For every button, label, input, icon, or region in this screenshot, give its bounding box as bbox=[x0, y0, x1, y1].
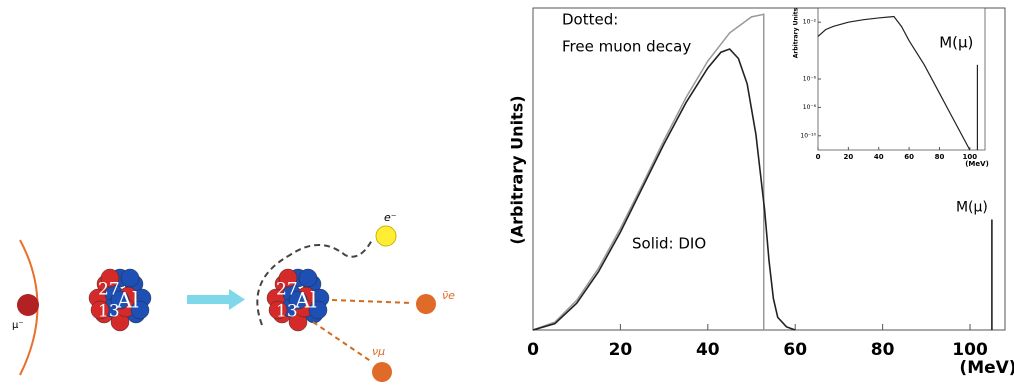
annotation: Solid: DIO bbox=[632, 235, 706, 253]
neutrino bbox=[372, 362, 392, 382]
x-tick-label: 60 bbox=[904, 153, 914, 161]
x-tick-label: 60 bbox=[783, 340, 807, 360]
x-tick-label: 0 bbox=[527, 340, 539, 360]
series-line bbox=[533, 14, 764, 330]
arrow-head bbox=[229, 289, 245, 310]
electron bbox=[376, 226, 396, 246]
x-tick-label: 40 bbox=[874, 153, 884, 161]
y-tick-label: 10⁻² bbox=[803, 19, 817, 26]
y-axis-label: (Arbitrary Units) bbox=[508, 95, 527, 244]
nucleon bbox=[299, 269, 317, 287]
y-tick-label: 10⁻⁸ bbox=[803, 104, 817, 111]
antineutrino-label: ν̄e bbox=[442, 289, 455, 302]
electron-label: e⁻ bbox=[384, 211, 397, 224]
element-symbol: Al bbox=[116, 289, 139, 313]
series-label: M(μ) bbox=[956, 200, 988, 216]
x-tick-label: 40 bbox=[696, 340, 720, 360]
x-tick-label: 20 bbox=[843, 153, 853, 161]
annotation: Free muon decay bbox=[562, 38, 691, 56]
element-symbol: Al bbox=[294, 289, 317, 313]
series-line bbox=[533, 49, 795, 330]
x-tick-label: 100 bbox=[952, 340, 988, 360]
series-label: M(μ) bbox=[939, 33, 973, 51]
muon-label: μ⁻ bbox=[12, 320, 24, 331]
annotation: Dotted: bbox=[562, 11, 618, 29]
x-tick-label: 80 bbox=[935, 153, 945, 161]
antineutrino-path bbox=[332, 300, 412, 303]
nucleon bbox=[121, 269, 139, 287]
x-tick-label: 80 bbox=[871, 340, 895, 360]
diagram: μ⁻ 27 13 Al 27 13 Al e⁻ ν̄e νμ bbox=[12, 211, 455, 382]
x-tick-label: 20 bbox=[609, 340, 633, 360]
arrow bbox=[187, 295, 229, 304]
neutrino-label: νμ bbox=[372, 345, 385, 358]
y-axis-label: Arbitrary Units bbox=[793, 7, 800, 58]
x-tick-label: 0 bbox=[816, 153, 821, 161]
muon bbox=[17, 294, 39, 316]
antineutrino bbox=[416, 294, 436, 314]
inset-background bbox=[818, 8, 985, 150]
y-tick-label: 10⁻¹⁰ bbox=[800, 132, 816, 139]
x-axis-label: (MeV) bbox=[965, 160, 989, 168]
y-tick-label: 10⁻⁶ bbox=[803, 76, 817, 83]
neutrino-path bbox=[313, 322, 372, 362]
x-axis-label: (MeV) bbox=[959, 358, 1014, 378]
